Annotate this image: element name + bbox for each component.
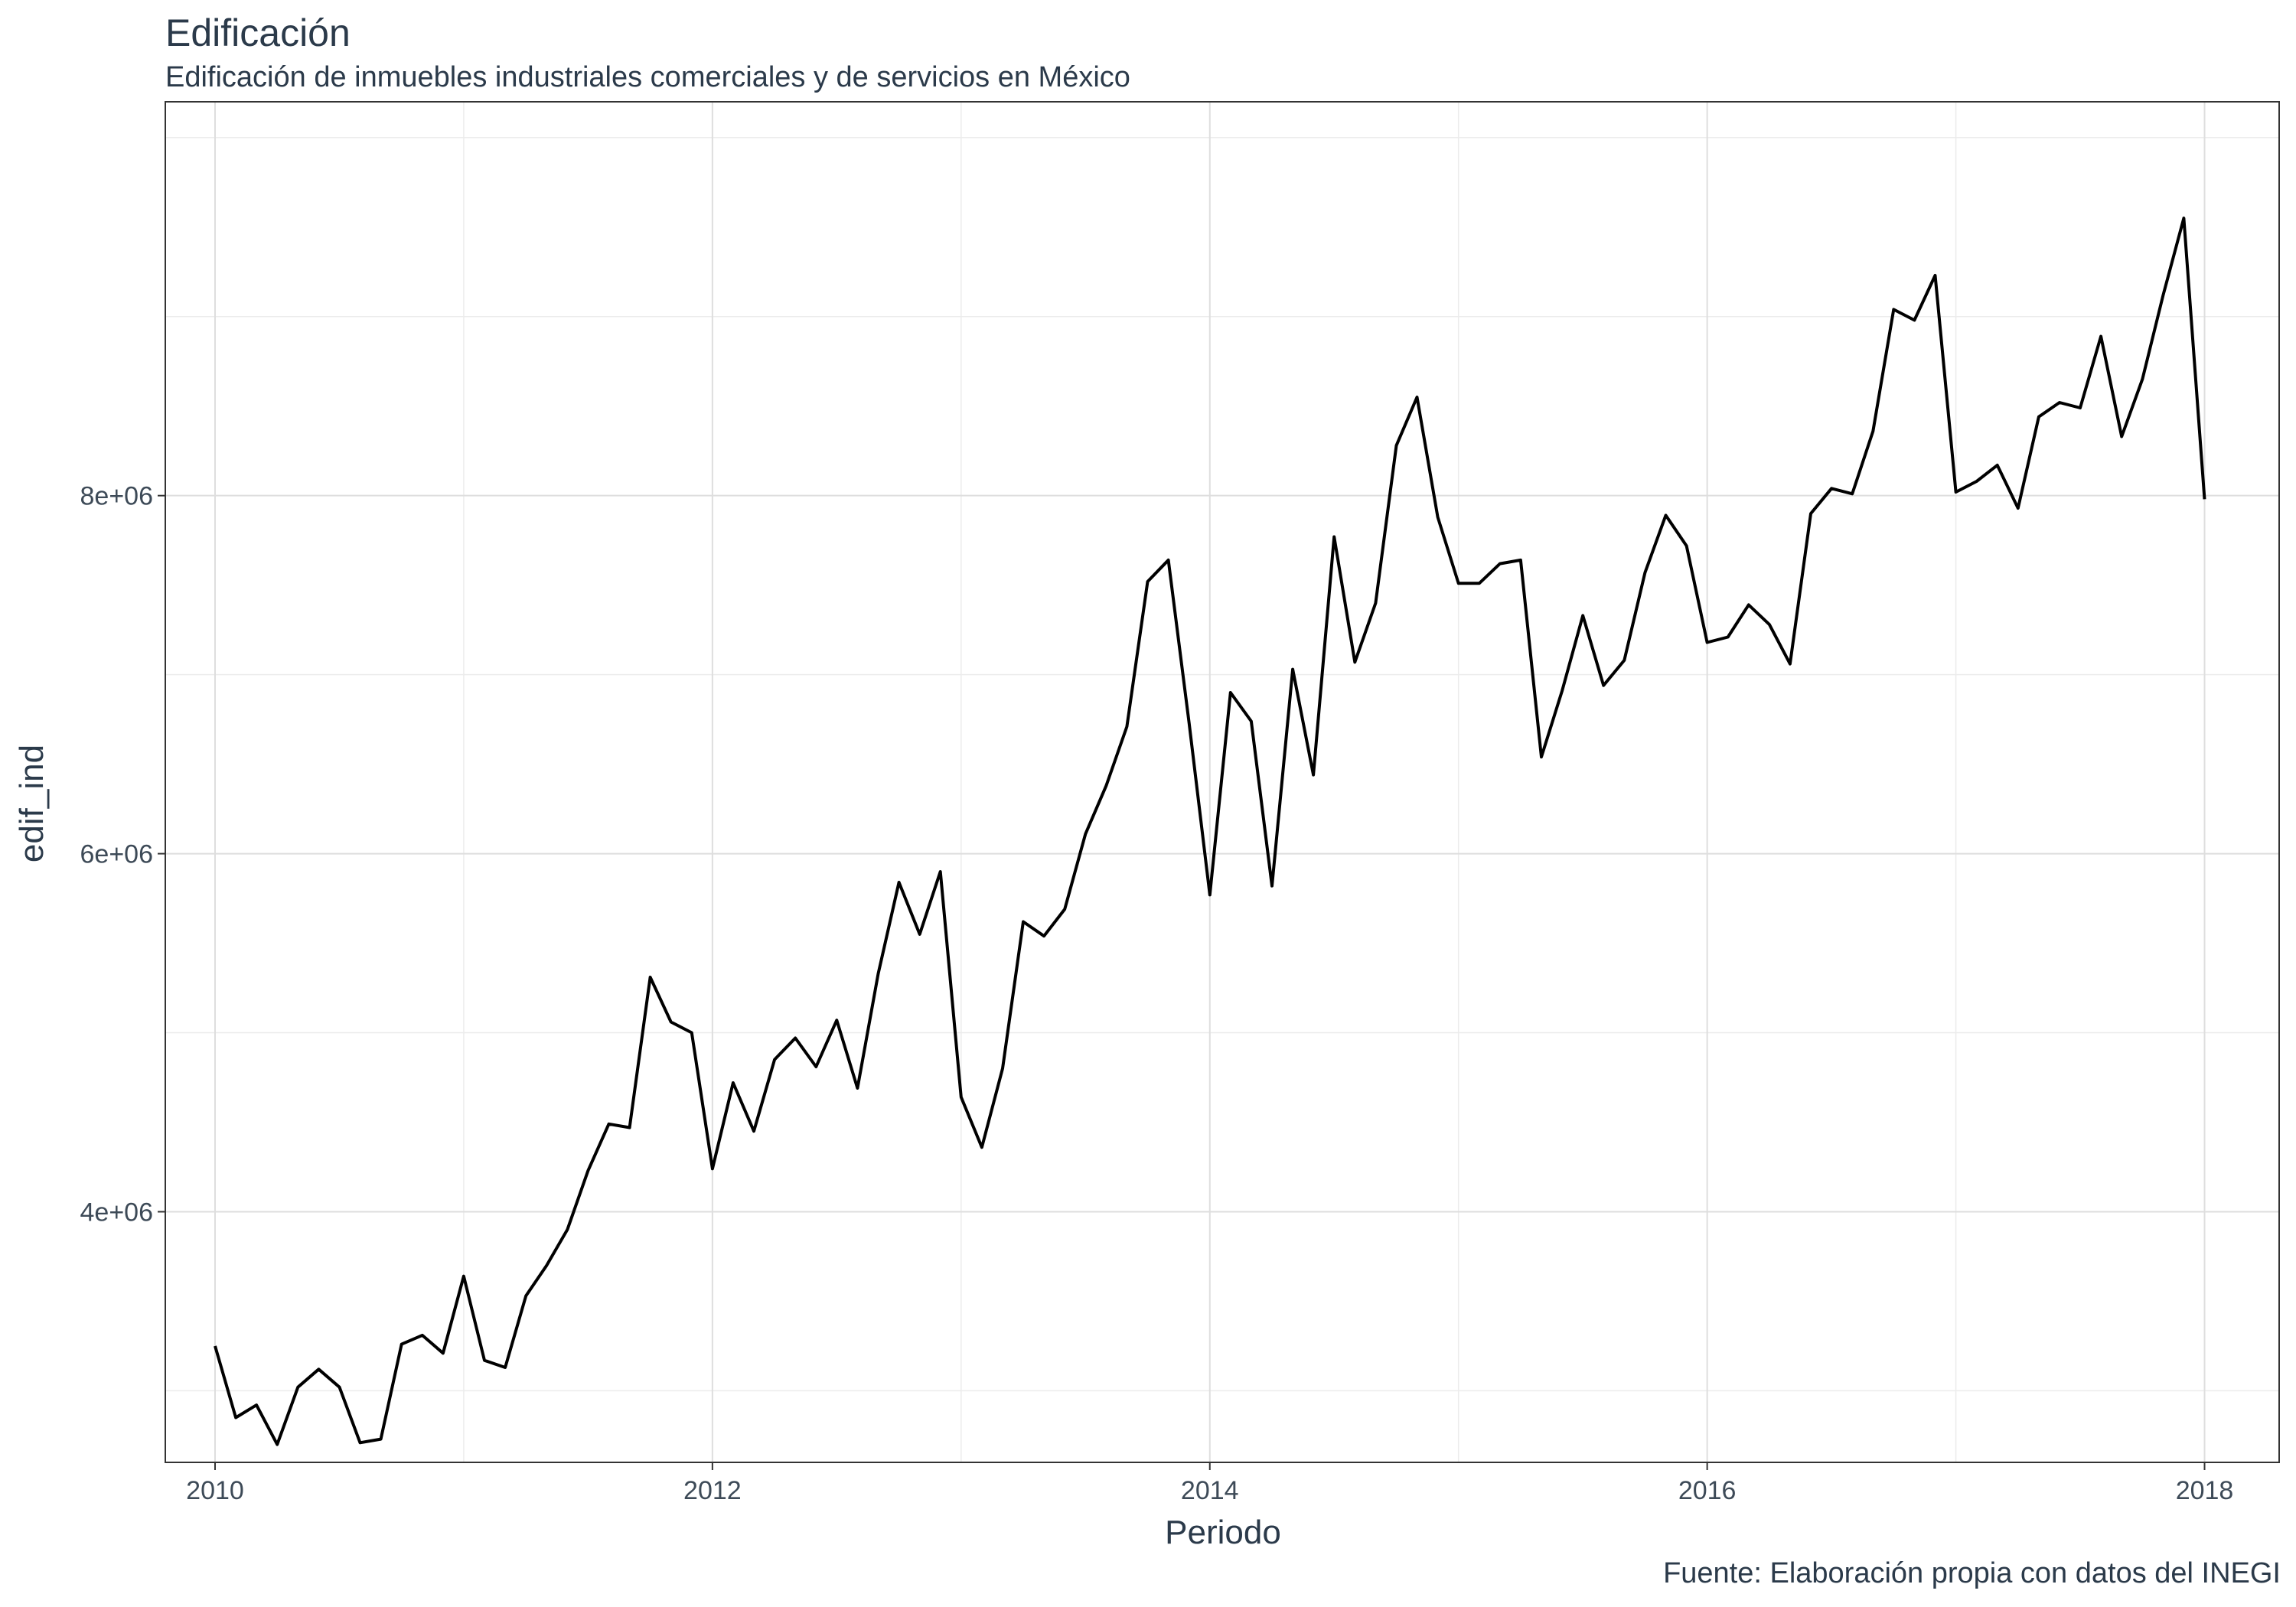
x-tick-label: 2018: [2176, 1476, 2234, 1505]
x-tick-label: 2014: [1181, 1476, 1239, 1505]
minor-gridlines: [165, 102, 2279, 1462]
y-tick-label: 4e+06: [80, 1198, 154, 1227]
series-line-edif-ind: [214, 217, 2206, 1446]
x-axis-label: Periodo: [1165, 1514, 1281, 1551]
major-gridlines: [165, 102, 2279, 1462]
plot-panel-border: [165, 101, 2280, 1463]
x-tick-label: 2012: [683, 1476, 742, 1505]
chart-caption: Fuente: Elaboración propia con datos del…: [1663, 1557, 2281, 1589]
chart-title: Edificación: [165, 11, 351, 54]
x-tick-label: 2010: [186, 1476, 244, 1505]
x-axis-ticks: 2010 2012 2014 2016 2018: [186, 1462, 2233, 1505]
x-tick-label: 2016: [1678, 1476, 1737, 1505]
y-tick-label: 6e+06: [80, 840, 154, 869]
y-tick-label: 8e+06: [80, 482, 154, 511]
y-axis-ticks: 4e+06 6e+06 8e+06: [80, 482, 165, 1227]
chart-subtitle: Edificación de inmuebles industriales co…: [165, 61, 1130, 93]
y-axis-label: edif_ind: [13, 744, 51, 863]
